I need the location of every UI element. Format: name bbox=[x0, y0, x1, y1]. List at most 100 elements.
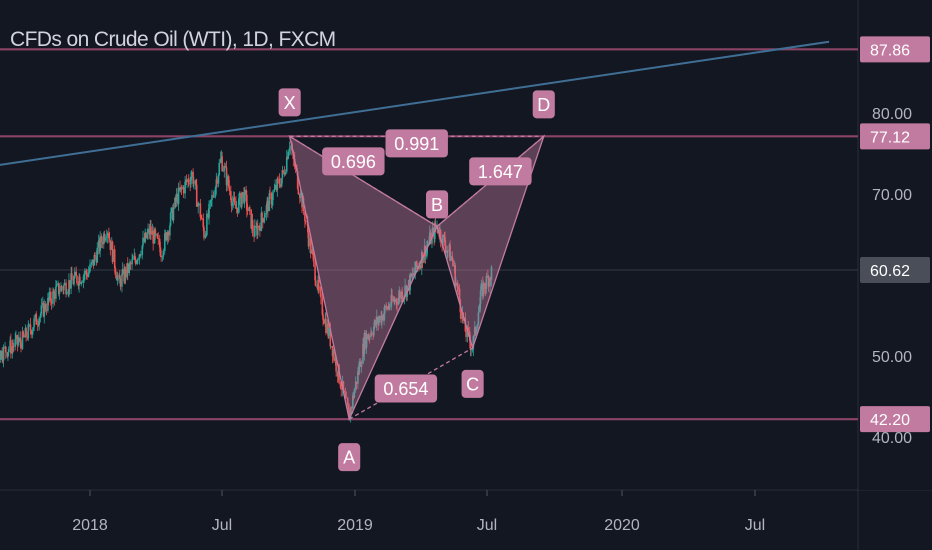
pattern-point-b-bg bbox=[426, 190, 449, 219]
candle-body bbox=[414, 261, 417, 274]
candle-body bbox=[52, 291, 54, 304]
candle-body bbox=[454, 265, 456, 286]
candle-body bbox=[209, 200, 212, 204]
ratio-label-ac[interactable]: 0.654 bbox=[374, 374, 438, 403]
candle-body bbox=[282, 170, 284, 173]
candle-body bbox=[357, 371, 359, 384]
candle-body bbox=[487, 277, 490, 287]
candle-body bbox=[280, 178, 283, 187]
candle-body bbox=[230, 191, 232, 200]
pattern-point-b[interactable]: B bbox=[426, 190, 449, 219]
time-tick-label: 2018 bbox=[72, 517, 108, 534]
candle-body bbox=[60, 286, 62, 292]
candle-body bbox=[216, 179, 218, 184]
harmonic-pattern[interactable]: X A B C D 0.696 0.991 1.647 0.654 bbox=[278, 88, 555, 472]
candle-body bbox=[365, 334, 368, 348]
candle-body bbox=[330, 345, 332, 347]
candle-body bbox=[44, 303, 47, 311]
candle-body bbox=[487, 275, 489, 278]
candle-body bbox=[84, 270, 86, 275]
candle-body bbox=[238, 198, 240, 213]
candle-body bbox=[114, 268, 117, 276]
candle-body bbox=[158, 238, 161, 248]
pattern-point-a[interactable]: A bbox=[338, 443, 361, 472]
ratio-label-xb-bg bbox=[322, 147, 385, 176]
pattern-point-d[interactable]: D bbox=[532, 90, 555, 119]
candle-body bbox=[339, 382, 342, 388]
price-label-bg bbox=[860, 123, 930, 150]
candle-body bbox=[447, 250, 449, 252]
candle-body bbox=[22, 331, 25, 337]
candle-body bbox=[396, 302, 398, 305]
ratio-label-bd[interactable]: 1.647 bbox=[469, 157, 532, 186]
price-label-level[interactable]: 42.20 bbox=[860, 406, 930, 433]
candle-body bbox=[378, 316, 381, 320]
candle-body bbox=[475, 328, 478, 333]
candle-body bbox=[444, 245, 447, 253]
price-axis[interactable]: 80.00 70.00 50.00 40.00 87.86 77.12 60.62 42.20 bbox=[859, 0, 932, 490]
pattern-point-b-text: B bbox=[431, 195, 443, 215]
candle-body bbox=[218, 162, 221, 175]
candle-body bbox=[99, 236, 101, 251]
ratio-line-xb bbox=[289, 135, 438, 227]
pattern-point-x[interactable]: X bbox=[278, 88, 301, 117]
price-tick-label: 50.00 bbox=[872, 349, 912, 366]
candle-body bbox=[472, 335, 475, 350]
candle-body bbox=[45, 310, 48, 311]
ratio-label-xd[interactable]: 0.991 bbox=[385, 129, 448, 158]
price-label-bg bbox=[860, 256, 930, 283]
trend-line[interactable] bbox=[0, 40, 830, 172]
candle-body bbox=[96, 247, 99, 263]
candle-body bbox=[16, 335, 19, 345]
candle-body bbox=[199, 203, 202, 217]
candle-body bbox=[2, 346, 5, 361]
candle-body bbox=[165, 232, 168, 241]
candle-body bbox=[184, 181, 186, 194]
candle-body bbox=[166, 231, 169, 241]
candle-body bbox=[108, 238, 111, 241]
price-label-bg bbox=[860, 36, 930, 63]
candle-body bbox=[443, 234, 446, 238]
candle-body bbox=[288, 147, 291, 152]
candle-body bbox=[38, 317, 40, 326]
ratio-label-xb[interactable]: 0.696 bbox=[322, 147, 385, 176]
trendline[interactable] bbox=[0, 40, 830, 172]
candle-body bbox=[489, 277, 491, 287]
candle-body bbox=[221, 156, 223, 171]
candle-body bbox=[190, 177, 192, 185]
candle-body bbox=[404, 285, 406, 296]
candle-body bbox=[155, 234, 157, 235]
candle-body bbox=[259, 226, 261, 231]
candle-body bbox=[103, 234, 106, 241]
candle-body bbox=[159, 247, 162, 256]
candle-body bbox=[121, 274, 123, 287]
time-axis[interactable]: 2018 Jul 2019 Jul 2020 Jul bbox=[72, 490, 765, 534]
price-label-level[interactable]: 77.12 bbox=[860, 123, 930, 150]
pattern-point-c[interactable]: C bbox=[461, 369, 484, 398]
candle-body bbox=[11, 346, 14, 354]
candle-body bbox=[294, 167, 297, 168]
candle-body bbox=[394, 299, 396, 302]
price-label-level[interactable]: 87.86 bbox=[860, 36, 930, 63]
candle-body bbox=[335, 358, 337, 372]
candle-body bbox=[170, 207, 173, 213]
candle-body bbox=[389, 306, 391, 308]
candle-body bbox=[276, 178, 279, 191]
candle-body bbox=[116, 277, 119, 281]
candle-body bbox=[33, 318, 35, 328]
candle-body bbox=[40, 305, 43, 314]
candle-body bbox=[63, 282, 66, 286]
candle-body bbox=[235, 203, 237, 209]
candle-body bbox=[185, 180, 188, 182]
price-label-last[interactable]: 60.62 bbox=[860, 256, 930, 283]
candle-body bbox=[217, 174, 220, 184]
candle-body bbox=[312, 255, 315, 262]
candle-body bbox=[368, 336, 371, 338]
candle-body bbox=[331, 345, 334, 357]
candle-body bbox=[490, 266, 493, 280]
candle-body bbox=[204, 235, 207, 238]
candle-body bbox=[35, 314, 38, 325]
candle-body bbox=[401, 291, 403, 300]
